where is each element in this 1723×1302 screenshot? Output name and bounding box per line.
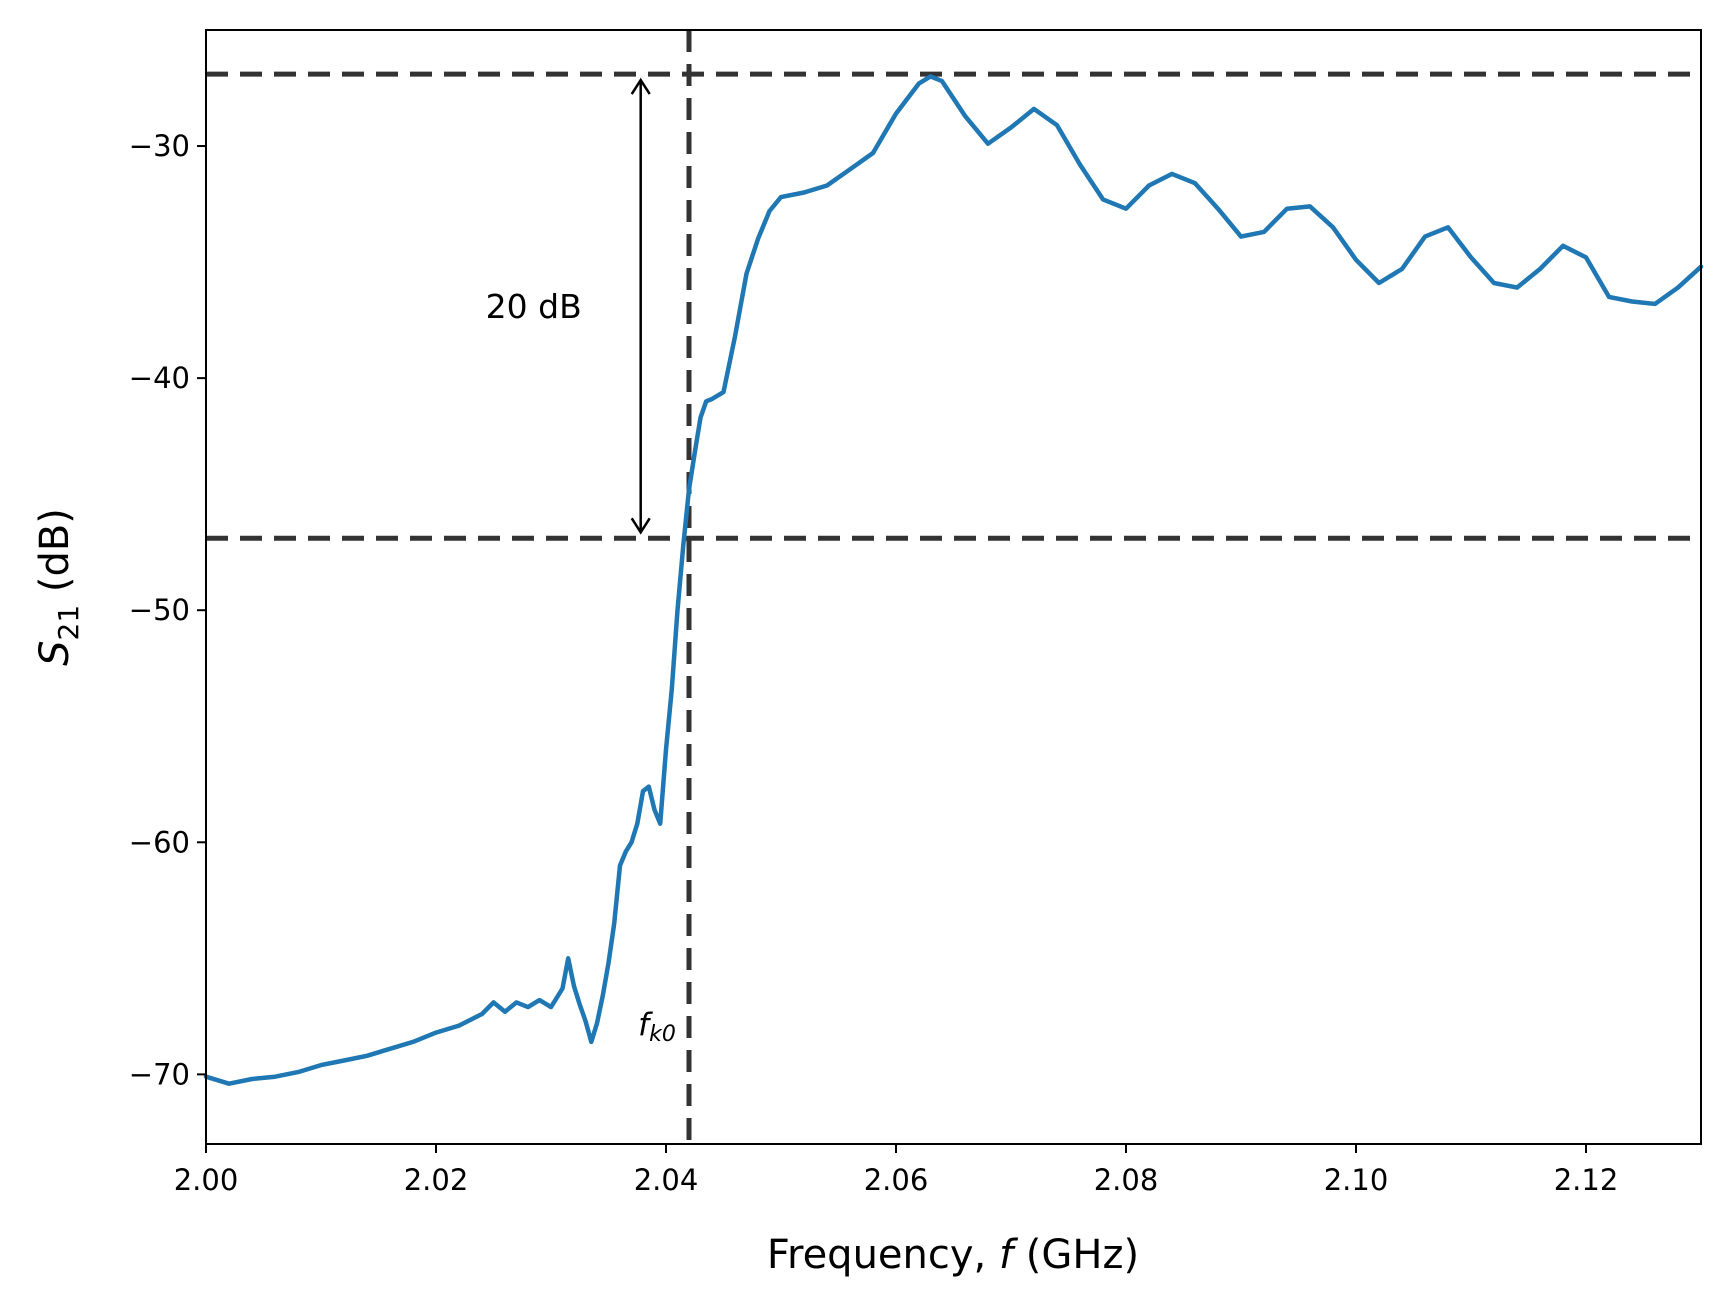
x-tick-label-0: 2.00 <box>174 1163 239 1197</box>
y-axis-label: S21 (dB) <box>32 508 85 666</box>
y-tick-label-1: −60 <box>129 825 190 859</box>
y-tick-label-0: −70 <box>129 1057 190 1091</box>
reference-lines <box>206 30 1701 1144</box>
x-axis-label: Frequency, f (GHz) <box>767 1232 1139 1278</box>
series-line-0 <box>203 74 1704 1086</box>
series-layer <box>203 74 1704 1086</box>
plot-area <box>206 30 1701 1144</box>
y-axis-label-sub: 21 <box>52 605 85 641</box>
x-tick-label-3: 2.06 <box>864 1163 929 1197</box>
x-tick-label-2: 2.04 <box>634 1163 699 1197</box>
y-axis-ticks: −70 −60 −50 −40 −30 <box>129 129 206 1091</box>
x-axis-label-suffix: (GHz) <box>1013 1232 1139 1278</box>
x-tick-label-4: 2.08 <box>1094 1163 1159 1197</box>
arrow-head-top <box>630 77 651 95</box>
span-label: 20 dB <box>486 287 582 326</box>
y-axis-label-suffix: (dB) <box>32 508 78 605</box>
x-axis-label-prefix: Frequency, <box>767 1232 999 1278</box>
plot-frame <box>205 29 1702 1145</box>
y-tick-label-2: −50 <box>129 593 190 627</box>
fk0-sub: k0 <box>649 1022 676 1047</box>
x-tick-label-5: 2.10 <box>1324 1163 1389 1197</box>
arrow-head-bottom <box>630 517 651 535</box>
x-tick-label-6: 2.12 <box>1554 1163 1619 1197</box>
y-tick-label-3: −40 <box>129 361 190 395</box>
x-axis-ticks: 2.00 2.02 2.04 2.06 2.08 2.10 2.12 <box>174 1144 1619 1197</box>
y-tick-label-4: −30 <box>129 129 190 163</box>
y-axis-label-var: S <box>32 641 78 666</box>
x-tick-label-1: 2.02 <box>404 1163 469 1197</box>
